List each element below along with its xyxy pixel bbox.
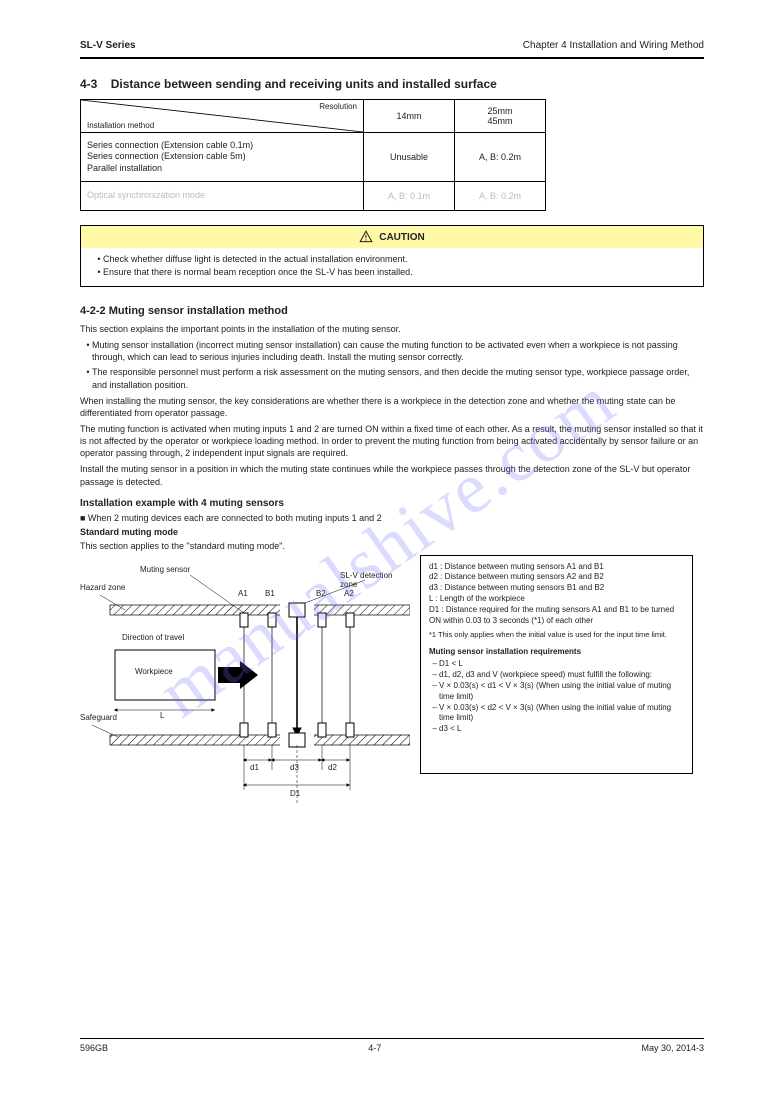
lbl-safeguard: Safeguard xyxy=(80,713,117,722)
header: SL-V Series Chapter 4 Installation and W… xyxy=(80,40,704,51)
row-optical-label: Optical synchronization mode xyxy=(81,182,364,211)
caution-item: Ensure that there is normal beam recepti… xyxy=(103,267,693,277)
section-title: 4-3 Distance between sending and receivi… xyxy=(80,77,704,91)
col-14: 14mm xyxy=(364,100,455,133)
corner-bottom: Installation method xyxy=(87,121,154,130)
caution-head: CAUTION xyxy=(81,226,703,248)
sb-item: V × 0.03(s) < d1 < V × 3(s) (When using … xyxy=(439,681,684,703)
p: The muting function is activated when mu… xyxy=(80,423,704,459)
diagram-row: Muting sensor SL-V detection zone Hazard… xyxy=(80,555,704,825)
sb-item: d1, d2, d3 and V (workpiece speed) must … xyxy=(439,670,684,681)
footer-center: 4-7 xyxy=(368,1043,381,1053)
sb-L: L : Length of the workpiece xyxy=(429,594,684,605)
sidebox: d1 : Distance between muting sensors A1 … xyxy=(420,555,693,774)
sb-item: D1 < L xyxy=(439,659,684,670)
prose: This section explains the important poin… xyxy=(80,323,704,488)
lbl-muting-sensor: Muting sensor xyxy=(140,565,190,574)
row-optical-c2: A, B: 0.2m xyxy=(455,182,546,211)
p: Install the muting sensor in a position … xyxy=(80,463,704,487)
lbl-B1: B1 xyxy=(265,589,275,598)
section-num: 4-3 xyxy=(80,77,97,91)
sb-req: Muting sensor installation requirements xyxy=(429,647,684,658)
lbl-slv: SL-V detection zone xyxy=(340,571,410,589)
header-chapter: Chapter 4 Installation and Wiring Method xyxy=(523,40,704,51)
caution-label: CAUTION xyxy=(379,232,425,243)
header-rule xyxy=(80,57,704,59)
sb-d3: d3 : Distance between muting sensors B1 … xyxy=(429,583,684,594)
lbl-d1: d1 xyxy=(250,763,259,772)
lbl-d2: d2 xyxy=(328,763,337,772)
standard-mode: Standard muting mode xyxy=(80,527,704,537)
subsection-title: 4-2-2 Muting sensor installation method xyxy=(80,305,704,317)
lbl-d3: d3 xyxy=(290,763,299,772)
lbl-B2: B2 xyxy=(316,589,326,598)
bullet: The responsible personnel must perform a… xyxy=(92,366,704,390)
p: This section explains the important poin… xyxy=(80,323,704,335)
sb-note: *1 This only applies when the initial va… xyxy=(429,630,684,640)
sb-item: d3 < L xyxy=(439,724,684,735)
lbl-direction: Direction of travel xyxy=(122,633,184,642)
diagram: Muting sensor SL-V detection zone Hazard… xyxy=(80,555,410,825)
lbl-D1: D1 xyxy=(290,789,300,798)
footer: 596GB 4-7 May 30, 2014-3 xyxy=(80,1038,704,1053)
warning-icon xyxy=(359,230,373,244)
page: SL-V Series Chapter 4 Installation and W… xyxy=(0,0,774,1093)
bullet: Muting sensor installation (incorrect mu… xyxy=(92,339,704,363)
lbl-A2: A2 xyxy=(344,589,354,598)
lbl-hazard: Hazard zone xyxy=(80,583,125,592)
section-text: Distance between sending and receiving u… xyxy=(111,77,497,91)
sb-D1: D1 : Distance required for the muting se… xyxy=(429,605,684,627)
table-corner: Resolution Installation method xyxy=(81,100,364,133)
footer-right: May 30, 2014-3 xyxy=(641,1043,704,1053)
install-example-title: Installation example with 4 muting senso… xyxy=(80,498,704,509)
row-optical-c1: A, B: 0.1m xyxy=(364,182,455,211)
caution-body: Check whether diffuse light is detected … xyxy=(81,248,703,286)
lbl-L: L xyxy=(160,711,164,720)
sb-d2: d2 : Distance between muting sensors A2 … xyxy=(429,572,684,583)
row-series-label: Series connection (Extension cable 0.1m)… xyxy=(81,133,364,182)
caution-box: CAUTION Check whether diffuse light is d… xyxy=(80,225,704,287)
lbl-workpiece: Workpiece xyxy=(135,667,173,676)
applies-note: This section applies to the "standard mu… xyxy=(80,541,704,551)
row-series-c1: Unusable xyxy=(364,133,455,182)
sb-d1: d1 : Distance between muting sensors A1 … xyxy=(429,562,684,573)
footer-left: 596GB xyxy=(80,1043,108,1053)
lbl-A1: A1 xyxy=(238,589,248,598)
sb-item: V × 0.03(s) < d2 < V × 3(s) (When using … xyxy=(439,703,684,725)
corner-top: Resolution xyxy=(319,102,357,111)
p: When installing the muting sensor, the k… xyxy=(80,395,704,419)
row-series-c2: A, B: 0.2m xyxy=(455,133,546,182)
install-example-line: ■ When 2 muting devices each are connect… xyxy=(80,513,704,523)
header-series: SL-V Series xyxy=(80,40,136,51)
resolution-table: Resolution Installation method 14mm 25mm… xyxy=(80,99,546,211)
col-25-45: 25mm 45mm xyxy=(455,100,546,133)
caution-item: Check whether diffuse light is detected … xyxy=(103,254,693,264)
